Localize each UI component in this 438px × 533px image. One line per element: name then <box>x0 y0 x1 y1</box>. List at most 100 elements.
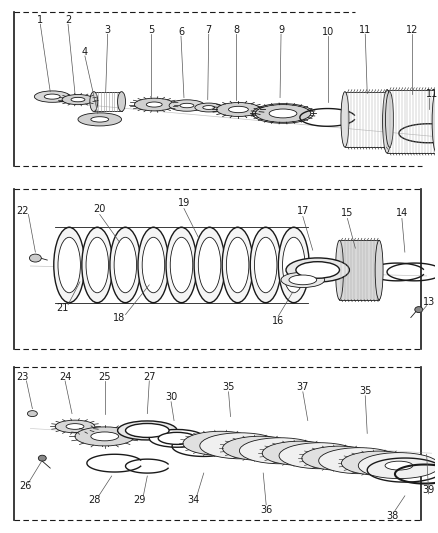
Ellipse shape <box>82 228 113 303</box>
Ellipse shape <box>198 237 221 293</box>
Ellipse shape <box>385 92 393 147</box>
Ellipse shape <box>202 437 208 440</box>
Ellipse shape <box>142 237 165 293</box>
Ellipse shape <box>180 103 194 108</box>
Ellipse shape <box>205 438 237 448</box>
Text: 8: 8 <box>233 25 240 35</box>
Text: 21: 21 <box>56 303 68 313</box>
Ellipse shape <box>158 432 196 445</box>
Ellipse shape <box>198 228 221 303</box>
Ellipse shape <box>432 90 438 153</box>
Ellipse shape <box>138 228 169 303</box>
Text: 11: 11 <box>425 88 438 99</box>
Ellipse shape <box>141 228 165 303</box>
Ellipse shape <box>170 237 193 293</box>
Ellipse shape <box>254 237 277 293</box>
Ellipse shape <box>240 438 321 464</box>
Ellipse shape <box>66 424 84 430</box>
Ellipse shape <box>346 456 373 465</box>
Ellipse shape <box>85 228 109 303</box>
Text: 3: 3 <box>105 25 111 35</box>
Ellipse shape <box>44 94 60 99</box>
Ellipse shape <box>226 441 254 450</box>
Bar <box>339 240 379 300</box>
Text: 20: 20 <box>94 204 106 214</box>
Text: 15: 15 <box>341 207 353 217</box>
Ellipse shape <box>281 272 325 287</box>
Ellipse shape <box>166 228 197 303</box>
Text: 36: 36 <box>260 505 272 515</box>
Text: 1: 1 <box>37 15 43 26</box>
Ellipse shape <box>134 98 174 111</box>
Ellipse shape <box>146 102 162 107</box>
Text: 19: 19 <box>178 198 190 208</box>
Ellipse shape <box>58 237 81 293</box>
Ellipse shape <box>266 446 294 455</box>
Ellipse shape <box>29 254 41 262</box>
Text: 2: 2 <box>65 15 71 26</box>
Text: 14: 14 <box>396 207 408 217</box>
Ellipse shape <box>336 240 343 300</box>
Ellipse shape <box>90 92 98 111</box>
Ellipse shape <box>319 448 400 474</box>
Ellipse shape <box>149 430 205 447</box>
Ellipse shape <box>198 237 221 293</box>
Ellipse shape <box>54 228 85 303</box>
Ellipse shape <box>244 443 276 454</box>
Ellipse shape <box>117 421 177 440</box>
Ellipse shape <box>226 237 249 293</box>
Ellipse shape <box>282 237 306 293</box>
Ellipse shape <box>170 228 193 303</box>
Ellipse shape <box>279 443 360 469</box>
Text: 29: 29 <box>133 495 145 505</box>
Ellipse shape <box>110 228 141 303</box>
Text: 27: 27 <box>143 372 155 382</box>
Text: 30: 30 <box>165 392 177 402</box>
Ellipse shape <box>183 431 258 455</box>
Text: 12: 12 <box>406 25 418 35</box>
Ellipse shape <box>229 106 248 112</box>
Ellipse shape <box>114 237 137 293</box>
Text: 17: 17 <box>297 206 309 215</box>
Text: 11: 11 <box>359 25 371 35</box>
Ellipse shape <box>324 453 355 463</box>
Ellipse shape <box>141 237 165 293</box>
Ellipse shape <box>302 446 377 470</box>
Ellipse shape <box>28 410 37 417</box>
Ellipse shape <box>284 448 316 458</box>
Ellipse shape <box>296 262 339 278</box>
Ellipse shape <box>306 451 334 460</box>
Text: 38: 38 <box>386 511 398 521</box>
Text: 22: 22 <box>16 206 29 215</box>
Ellipse shape <box>194 228 225 303</box>
Text: 25: 25 <box>99 372 111 382</box>
Text: 26: 26 <box>19 481 32 491</box>
Ellipse shape <box>200 433 281 459</box>
Text: 39: 39 <box>423 485 435 495</box>
Text: 18: 18 <box>113 312 126 322</box>
Ellipse shape <box>415 306 423 312</box>
Text: 10: 10 <box>321 27 334 37</box>
Text: 24: 24 <box>59 372 71 382</box>
Ellipse shape <box>86 237 109 293</box>
Ellipse shape <box>91 432 119 441</box>
Ellipse shape <box>126 424 169 438</box>
Ellipse shape <box>226 228 249 303</box>
Ellipse shape <box>57 237 81 293</box>
Text: 5: 5 <box>148 25 154 35</box>
Ellipse shape <box>170 237 193 293</box>
Ellipse shape <box>39 455 46 461</box>
Text: 13: 13 <box>423 297 435 306</box>
Ellipse shape <box>203 106 215 109</box>
Ellipse shape <box>34 91 70 102</box>
Text: 6: 6 <box>178 27 184 37</box>
Text: 34: 34 <box>188 495 200 505</box>
Ellipse shape <box>341 92 349 147</box>
Ellipse shape <box>254 228 278 303</box>
Ellipse shape <box>195 103 223 112</box>
Ellipse shape <box>91 117 109 122</box>
Text: 28: 28 <box>88 495 101 505</box>
Ellipse shape <box>358 453 438 479</box>
Text: 23: 23 <box>16 372 28 382</box>
Ellipse shape <box>78 113 122 126</box>
